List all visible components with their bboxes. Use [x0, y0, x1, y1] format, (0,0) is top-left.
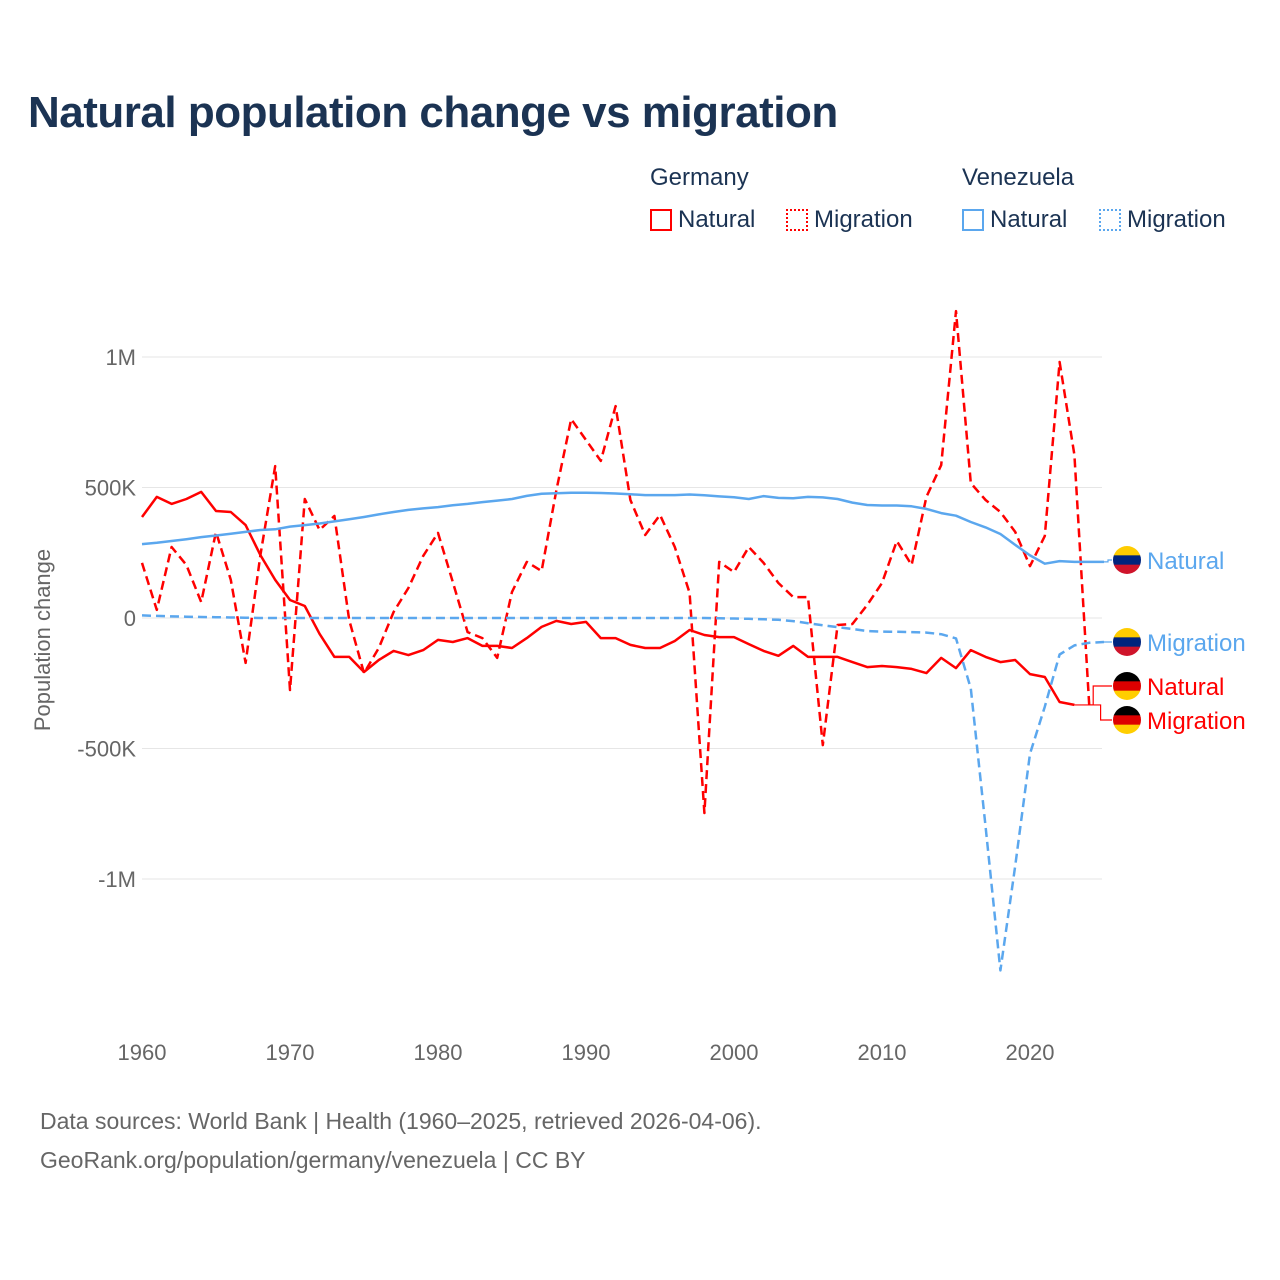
legend-label: Natural: [678, 206, 756, 233]
germany-flag-icon: [1113, 706, 1141, 734]
x-tick-label: 2000: [710, 1040, 759, 1065]
legend-venezuela-migration[interactable]: Migration: [1099, 206, 1226, 234]
legend-germany-natural[interactable]: Natural: [650, 206, 755, 234]
flag-stripe: [1113, 672, 1141, 682]
legend-label: Migration: [1127, 206, 1226, 233]
flag-stripe: [1113, 715, 1141, 726]
y-tick-label: -500K: [77, 737, 136, 762]
flag-stripe: [1113, 690, 1141, 700]
flag-stripe: [1113, 681, 1141, 692]
flag-stripe: [1113, 637, 1141, 648]
germany-flag-icon: [1113, 672, 1141, 700]
series-end-label: Natural: [1147, 674, 1224, 701]
x-tick-label: 1990: [562, 1040, 611, 1065]
label-leader-line: [1089, 704, 1112, 721]
x-tick-label: 2010: [858, 1040, 907, 1065]
x-tick-label: 1970: [266, 1040, 315, 1065]
footer-sources: Data sources: World Bank | Health (1960–…: [40, 1108, 762, 1134]
legend-germany-migration[interactable]: Migration: [786, 206, 913, 234]
label-leader-line: [1074, 685, 1112, 706]
y-tick-label: 500K: [85, 476, 137, 501]
x-tick-label: 1960: [118, 1040, 167, 1065]
flag-stripe: [1113, 646, 1141, 656]
legend-swatch-solid-icon: [650, 209, 672, 231]
flag-stripe: [1113, 706, 1141, 716]
legend-group-venezuela: Venezuela: [962, 164, 1075, 191]
chart-title: Natural population change vs migration: [28, 88, 838, 137]
legend-label: Natural: [990, 206, 1068, 233]
flag-stripe: [1113, 546, 1141, 556]
legend-venezuela-natural[interactable]: Natural: [962, 206, 1067, 234]
series-line-venezuela-natural: [141, 491, 1104, 565]
series-line-germany-natural: [140, 490, 1075, 707]
legend-label: Migration: [814, 206, 913, 233]
y-tick-label: -1M: [98, 867, 136, 892]
series-end-label: Natural: [1147, 548, 1224, 575]
legend-group-germany: Germany: [650, 164, 749, 191]
venezuela-flag-icon: [1113, 628, 1141, 656]
flag-stripe: [1113, 555, 1141, 566]
series-end-label: Migration: [1147, 708, 1246, 735]
flag-stripe: [1113, 724, 1141, 734]
x-tick-label: 1980: [414, 1040, 463, 1065]
y-axis-label: Population change: [30, 549, 55, 731]
y-tick-label: 0: [124, 606, 136, 631]
legend-swatch-dotted-icon: [1099, 209, 1121, 231]
flag-stripe: [1113, 564, 1141, 574]
legend-swatch-solid-icon: [962, 209, 984, 231]
series-end-label: Migration: [1147, 630, 1246, 657]
flag-stripe: [1113, 628, 1141, 638]
series-line-venezuela-migration: [141, 614, 1105, 972]
y-tick-label: 1M: [105, 345, 136, 370]
label-leader-line: [1104, 559, 1112, 563]
series-line-germany-migration: [140, 309, 1091, 815]
legend-swatch-dotted-icon: [786, 209, 808, 231]
venezuela-flag-icon: [1113, 546, 1141, 574]
footer-attribution[interactable]: GeoRank.org/population/germany/venezuela…: [40, 1147, 586, 1173]
x-tick-label: 2020: [1006, 1040, 1055, 1065]
